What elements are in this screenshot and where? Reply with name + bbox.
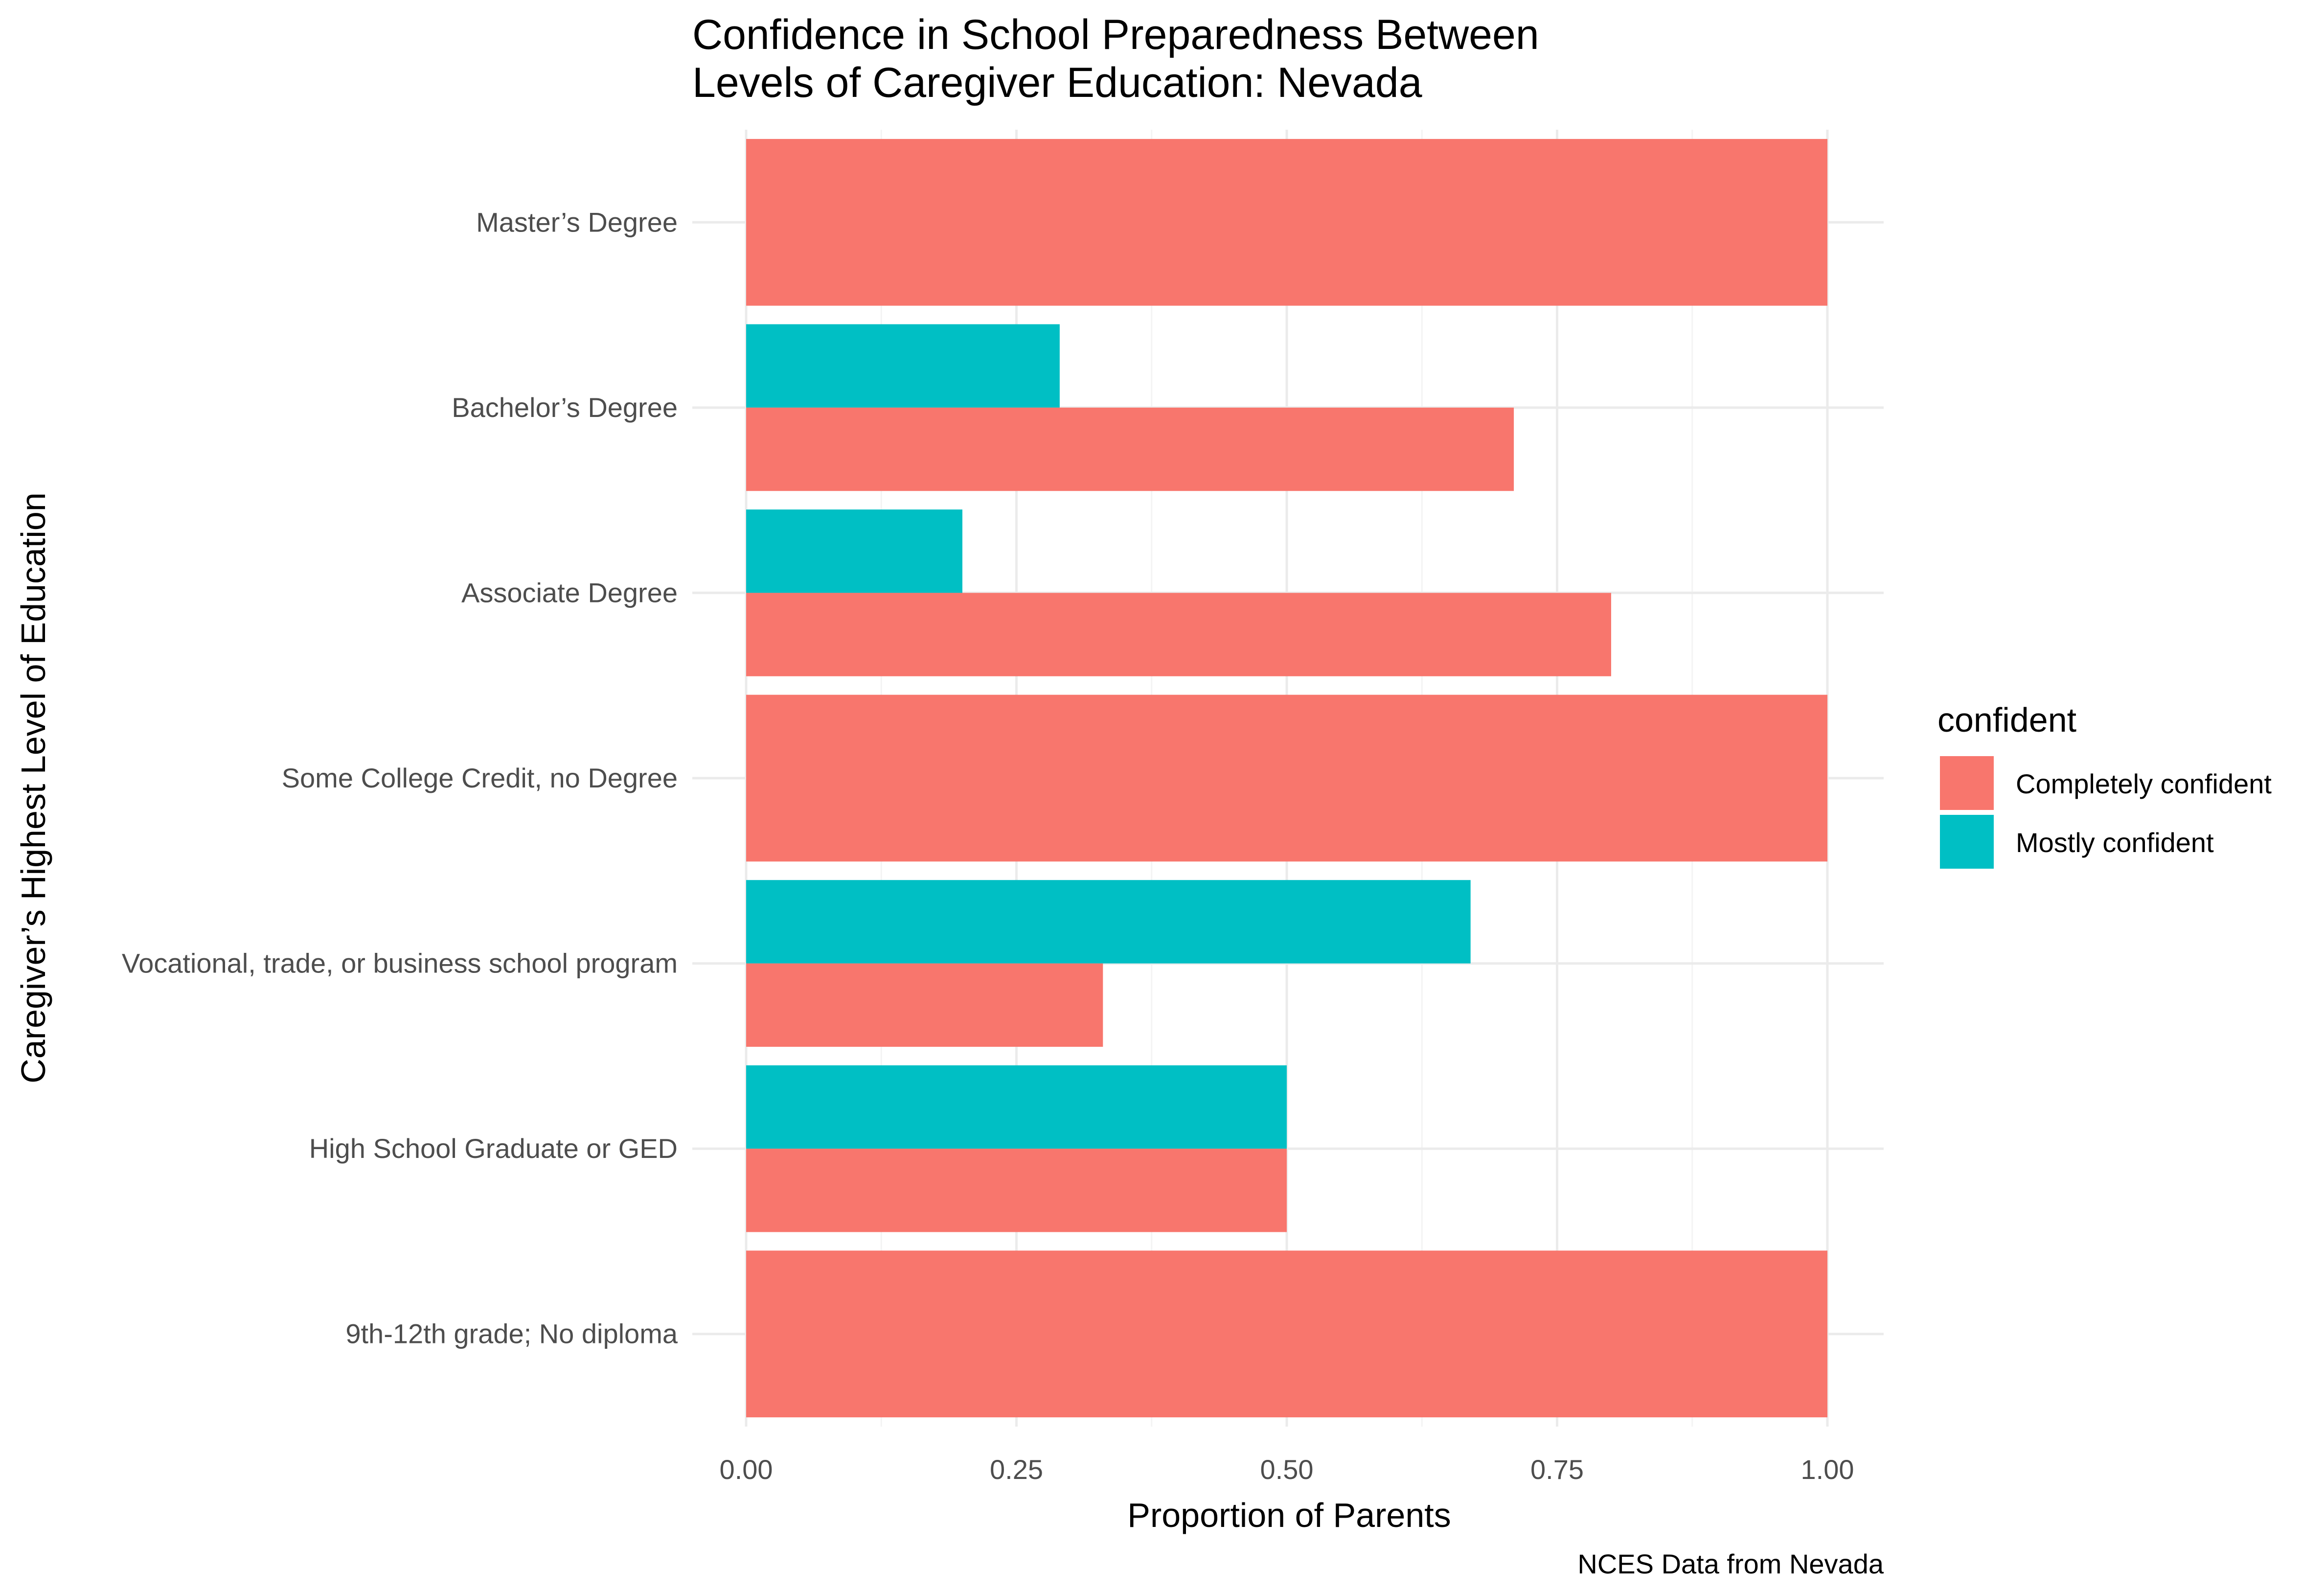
bar-completely-confident <box>746 593 1611 676</box>
x-tick-labels: 0.00 0.25 0.50 0.75 1.00 <box>720 1454 1854 1485</box>
x-tick-label: 0.50 <box>1260 1454 1314 1485</box>
bar-completely-confident <box>746 1149 1287 1232</box>
x-tick-label: 0.25 <box>990 1454 1043 1485</box>
y-tick-label: Master’s Degree <box>476 207 678 237</box>
y-tick-label: 9th-12th grade; No diploma <box>345 1318 678 1349</box>
y-tick-label: High School Graduate or GED <box>309 1133 678 1164</box>
y-tick-label: Vocational, trade, or business school pr… <box>122 948 678 979</box>
bar-mostly-confident <box>746 324 1060 408</box>
bar-mostly-confident <box>746 509 962 593</box>
bar-completely-confident <box>746 963 1103 1047</box>
y-tick-label: Bachelor’s Degree <box>452 392 678 423</box>
legend-label-mostly-confident: Mostly confident <box>2016 827 2214 858</box>
legend-swatch-completely-confident <box>1940 756 1994 810</box>
bar-completely-confident <box>746 694 1827 862</box>
bar-completely-confident <box>746 407 1514 491</box>
bar-mostly-confident <box>746 880 1471 964</box>
legend-title: confident <box>1937 701 2076 739</box>
x-axis-label: Proportion of Parents <box>1127 1496 1451 1534</box>
y-tick-label: Some College Credit, no Degree <box>282 762 678 793</box>
legend: confident Completely confident Mostly co… <box>1937 701 2272 869</box>
x-tick-label: 0.00 <box>720 1454 773 1485</box>
y-tick-labels: Master’s Degree Bachelor’s Degree Associat… <box>122 207 678 1349</box>
y-tick-label: Associate Degree <box>461 577 678 608</box>
x-tick-label: 1.00 <box>1801 1454 1854 1485</box>
bar-completely-confident <box>746 139 1827 306</box>
bar-mostly-confident <box>746 1065 1287 1149</box>
legend-label-completely-confident: Completely confident <box>2016 768 2272 799</box>
caption: NCES Data from Nevada <box>1577 1548 1884 1579</box>
bars <box>746 139 1827 1418</box>
legend-swatch-mostly-confident <box>1940 815 1994 869</box>
x-tick-label: 0.75 <box>1530 1454 1584 1485</box>
bar-completely-confident <box>746 1250 1827 1418</box>
chart-title: Confidence in School Preparedness Betwee… <box>692 11 1551 106</box>
y-axis-label: Caregiver’s Highest Level of Education <box>14 492 52 1084</box>
